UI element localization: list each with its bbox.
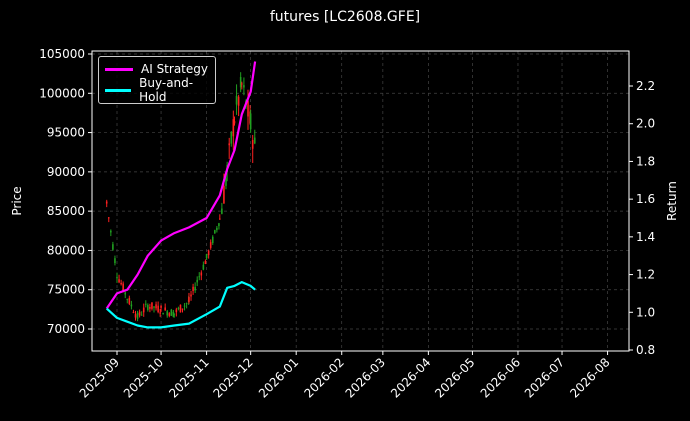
y2-tick-label: 0.8	[636, 343, 655, 357]
x-tick-label: 2026-06	[478, 355, 523, 400]
x-tick-label: 2025-10	[121, 355, 166, 400]
x-tick-label: 2025-09	[77, 355, 122, 400]
y-tick-label: 105000	[39, 47, 85, 61]
buy-and-hold-line	[105, 281, 256, 329]
y-tick-label: 90000	[47, 165, 85, 179]
y-tick-label: 85000	[47, 204, 85, 218]
y2-tick-label: 2.0	[636, 117, 655, 131]
x-tick-label: 2026-02	[301, 355, 346, 400]
x-tick-label: 2025-12	[210, 355, 255, 400]
x-tick-label: 2026-07	[522, 355, 567, 400]
y2-tick-label: 1.0	[636, 305, 655, 319]
y2-axis-label: Return	[665, 181, 679, 221]
y2-tick-label: 2.2	[636, 79, 655, 93]
chart-title: futures [LC2608.GFE]	[269, 9, 421, 25]
y2-tick-label: 1.6	[636, 192, 655, 206]
y-tick-label: 75000	[47, 283, 85, 297]
y-tick-label: 95000	[47, 126, 85, 140]
y2-tick-label: 1.4	[636, 230, 655, 244]
legend-swatch-magenta	[105, 67, 133, 71]
y-tick-label: 70000	[47, 322, 85, 336]
x-tick-label: 2025-11	[166, 355, 211, 400]
x-tick-label: 2026-04	[388, 355, 433, 400]
y-tick-label: 80000	[47, 243, 85, 257]
legend-item-ai-strategy: AI Strategy	[105, 61, 208, 77]
y2-tick-label: 1.2	[636, 268, 655, 282]
x-tick-label: 2026-05	[432, 355, 477, 400]
y-tick-label: 100000	[39, 86, 85, 100]
legend-label: Buy-and-Hold	[139, 76, 194, 104]
legend-item-buy-and-hold: Buy-and-Hold	[105, 76, 215, 104]
legend: AI Strategy Buy-and-Hold	[98, 56, 216, 104]
legend-swatch-cyan	[105, 88, 132, 92]
y2-tick-label: 1.8	[636, 154, 655, 168]
x-tick-label: 2026-03	[343, 355, 388, 400]
x-tick-label: 2026-08	[567, 355, 612, 400]
ai-strategy-line	[105, 61, 257, 310]
x-tick-label: 2026-01	[256, 355, 301, 400]
legend-label: AI Strategy	[141, 62, 208, 76]
y-axis-label: Price	[10, 186, 24, 215]
